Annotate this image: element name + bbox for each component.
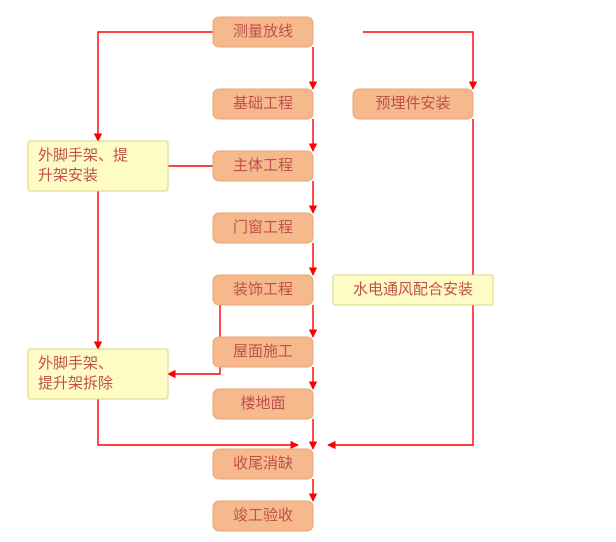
node-l1: 外脚手架、提升架安装 bbox=[28, 141, 168, 191]
node-label: 收尾消缺 bbox=[233, 455, 293, 472]
node-n6: 屋面施工 bbox=[213, 337, 313, 367]
node-label: 预埋件安装 bbox=[375, 95, 450, 112]
edge bbox=[98, 32, 263, 141]
node-label: 升架安装 bbox=[38, 167, 98, 184]
node-label: 装饰工程 bbox=[233, 281, 293, 298]
edge bbox=[363, 32, 473, 89]
node-label: 基础工程 bbox=[233, 95, 293, 112]
node-r2: 水电通风配合安装 bbox=[333, 275, 493, 305]
node-label: 竣工验收 bbox=[233, 507, 293, 524]
node-label: 水电通风配合安装 bbox=[353, 281, 473, 298]
node-n9: 竣工验收 bbox=[213, 501, 313, 531]
node-n4: 门窗工程 bbox=[213, 213, 313, 243]
node-l2: 外脚手架、提升架拆除 bbox=[28, 349, 168, 399]
node-label: 测量放线 bbox=[233, 23, 293, 40]
node-n1: 测量放线 bbox=[213, 17, 313, 47]
node-label: 外脚手架、提 bbox=[38, 147, 128, 164]
node-label: 屋面施工 bbox=[233, 343, 293, 360]
node-n5: 装饰工程 bbox=[213, 275, 313, 305]
node-n3: 主体工程 bbox=[213, 151, 313, 181]
flowchart-canvas: 测量放线基础工程主体工程门窗工程装饰工程屋面施工楼地面收尾消缺竣工验收 预埋件安装… bbox=[0, 0, 616, 542]
node-r1: 预埋件安装 bbox=[353, 89, 473, 119]
node-label: 外脚手架、 bbox=[38, 355, 113, 372]
node-label: 主体工程 bbox=[233, 157, 293, 174]
node-n2: 基础工程 bbox=[213, 89, 313, 119]
node-label: 楼地面 bbox=[240, 395, 285, 412]
node-label: 门窗工程 bbox=[233, 218, 293, 236]
node-label: 提升架拆除 bbox=[38, 375, 113, 392]
node-n7: 楼地面 bbox=[213, 389, 313, 419]
node-n8: 收尾消缺 bbox=[213, 449, 313, 479]
